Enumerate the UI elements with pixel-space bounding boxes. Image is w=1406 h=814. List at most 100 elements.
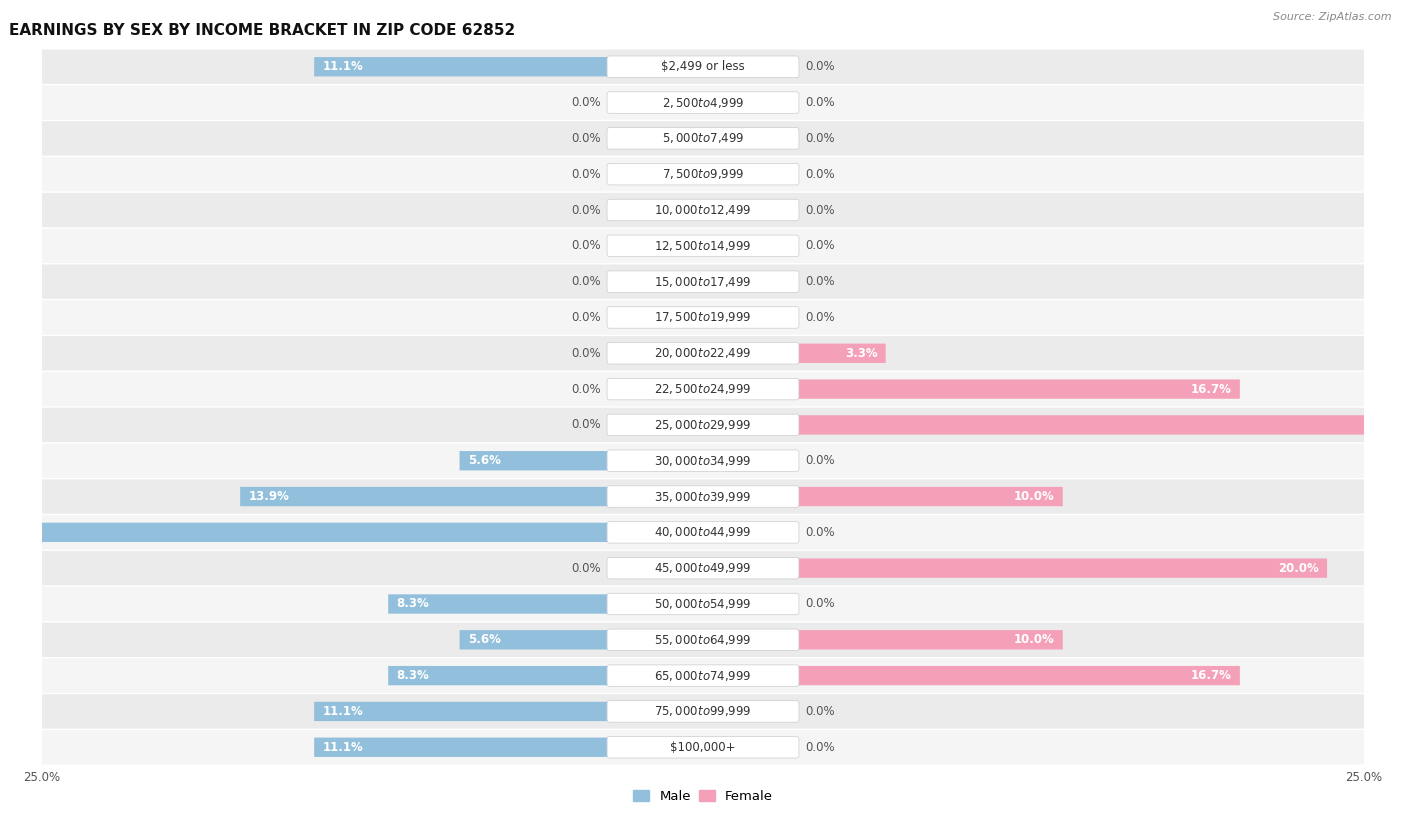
Text: 0.0%: 0.0% xyxy=(572,383,602,396)
FancyBboxPatch shape xyxy=(28,730,1378,764)
Text: $30,000 to $34,999: $30,000 to $34,999 xyxy=(654,453,752,468)
FancyBboxPatch shape xyxy=(28,587,1378,621)
Text: 13.9%: 13.9% xyxy=(249,490,290,503)
FancyBboxPatch shape xyxy=(314,702,609,721)
FancyBboxPatch shape xyxy=(28,444,1378,478)
FancyBboxPatch shape xyxy=(607,558,799,579)
Text: 0.0%: 0.0% xyxy=(572,275,602,288)
Text: 0.0%: 0.0% xyxy=(804,168,834,181)
Text: 0.0%: 0.0% xyxy=(572,311,602,324)
Text: 0.0%: 0.0% xyxy=(804,60,834,73)
FancyBboxPatch shape xyxy=(28,623,1378,657)
Text: 0.0%: 0.0% xyxy=(804,239,834,252)
Text: $100,000+: $100,000+ xyxy=(671,741,735,754)
Text: 0.0%: 0.0% xyxy=(804,275,834,288)
Text: 0.0%: 0.0% xyxy=(572,347,602,360)
FancyBboxPatch shape xyxy=(607,701,799,722)
Text: $22,500 to $24,999: $22,500 to $24,999 xyxy=(654,382,752,396)
Text: $55,000 to $64,999: $55,000 to $64,999 xyxy=(654,632,752,647)
Text: 8.3%: 8.3% xyxy=(396,597,429,610)
Text: 0.0%: 0.0% xyxy=(804,454,834,467)
Text: 11.1%: 11.1% xyxy=(322,60,363,73)
Text: 20.0%: 20.0% xyxy=(1278,562,1319,575)
FancyBboxPatch shape xyxy=(28,265,1378,299)
FancyBboxPatch shape xyxy=(28,408,1378,442)
Text: 3.3%: 3.3% xyxy=(845,347,877,360)
Text: 0.0%: 0.0% xyxy=(804,96,834,109)
FancyBboxPatch shape xyxy=(607,486,799,507)
Text: 5.6%: 5.6% xyxy=(468,633,501,646)
FancyBboxPatch shape xyxy=(314,57,609,77)
FancyBboxPatch shape xyxy=(797,487,1063,506)
FancyBboxPatch shape xyxy=(797,558,1327,578)
Text: 10.0%: 10.0% xyxy=(1014,490,1054,503)
Text: 0.0%: 0.0% xyxy=(572,204,602,217)
FancyBboxPatch shape xyxy=(314,737,609,757)
FancyBboxPatch shape xyxy=(28,515,1378,549)
FancyBboxPatch shape xyxy=(607,307,799,328)
FancyBboxPatch shape xyxy=(28,193,1378,227)
FancyBboxPatch shape xyxy=(388,594,609,614)
FancyBboxPatch shape xyxy=(607,343,799,364)
Text: $20,000 to $22,499: $20,000 to $22,499 xyxy=(654,346,752,361)
FancyBboxPatch shape xyxy=(28,85,1378,120)
FancyBboxPatch shape xyxy=(607,379,799,400)
Legend: Male, Female: Male, Female xyxy=(627,786,779,808)
Text: $25,000 to $29,999: $25,000 to $29,999 xyxy=(654,418,752,432)
FancyBboxPatch shape xyxy=(28,157,1378,191)
FancyBboxPatch shape xyxy=(607,522,799,543)
FancyBboxPatch shape xyxy=(28,551,1378,585)
Text: Source: ZipAtlas.com: Source: ZipAtlas.com xyxy=(1274,12,1392,22)
FancyBboxPatch shape xyxy=(28,694,1378,729)
Text: 0.0%: 0.0% xyxy=(572,418,602,431)
Text: 16.7%: 16.7% xyxy=(1191,669,1232,682)
Text: 11.1%: 11.1% xyxy=(322,705,363,718)
FancyBboxPatch shape xyxy=(460,451,609,470)
Text: $10,000 to $12,499: $10,000 to $12,499 xyxy=(654,203,752,217)
FancyBboxPatch shape xyxy=(607,92,799,113)
Text: 0.0%: 0.0% xyxy=(572,562,602,575)
Text: $40,000 to $44,999: $40,000 to $44,999 xyxy=(654,525,752,540)
FancyBboxPatch shape xyxy=(28,229,1378,263)
Text: 0.0%: 0.0% xyxy=(804,204,834,217)
Text: $35,000 to $39,999: $35,000 to $39,999 xyxy=(654,489,752,504)
FancyBboxPatch shape xyxy=(607,271,799,292)
FancyBboxPatch shape xyxy=(28,50,1378,84)
Text: $75,000 to $99,999: $75,000 to $99,999 xyxy=(654,704,752,719)
FancyBboxPatch shape xyxy=(607,128,799,149)
FancyBboxPatch shape xyxy=(28,659,1378,693)
Text: 5.6%: 5.6% xyxy=(468,454,501,467)
Text: $50,000 to $54,999: $50,000 to $54,999 xyxy=(654,597,752,611)
Text: 0.0%: 0.0% xyxy=(804,705,834,718)
FancyBboxPatch shape xyxy=(607,56,799,77)
Text: 10.0%: 10.0% xyxy=(1014,633,1054,646)
FancyBboxPatch shape xyxy=(607,665,799,686)
Text: $7,500 to $9,999: $7,500 to $9,999 xyxy=(662,167,744,182)
Text: 0.0%: 0.0% xyxy=(572,168,602,181)
FancyBboxPatch shape xyxy=(388,666,609,685)
FancyBboxPatch shape xyxy=(607,164,799,185)
FancyBboxPatch shape xyxy=(797,379,1240,399)
Text: 8.3%: 8.3% xyxy=(396,669,429,682)
FancyBboxPatch shape xyxy=(607,593,799,615)
FancyBboxPatch shape xyxy=(240,487,609,506)
Text: $5,000 to $7,499: $5,000 to $7,499 xyxy=(662,131,744,146)
FancyBboxPatch shape xyxy=(797,630,1063,650)
FancyBboxPatch shape xyxy=(607,414,799,435)
FancyBboxPatch shape xyxy=(460,630,609,650)
Text: $17,500 to $19,999: $17,500 to $19,999 xyxy=(654,310,752,325)
Text: 0.0%: 0.0% xyxy=(572,132,602,145)
Text: 11.1%: 11.1% xyxy=(322,741,363,754)
FancyBboxPatch shape xyxy=(28,300,1378,335)
Text: 16.7%: 16.7% xyxy=(1191,383,1232,396)
FancyBboxPatch shape xyxy=(797,415,1406,435)
FancyBboxPatch shape xyxy=(607,450,799,471)
FancyBboxPatch shape xyxy=(607,629,799,650)
Text: $15,000 to $17,499: $15,000 to $17,499 xyxy=(654,274,752,289)
Text: $2,500 to $4,999: $2,500 to $4,999 xyxy=(662,95,744,110)
FancyBboxPatch shape xyxy=(607,199,799,221)
Text: 0.0%: 0.0% xyxy=(804,526,834,539)
Text: 23.3%: 23.3% xyxy=(1365,418,1406,431)
FancyBboxPatch shape xyxy=(797,666,1240,685)
Text: 0.0%: 0.0% xyxy=(804,311,834,324)
